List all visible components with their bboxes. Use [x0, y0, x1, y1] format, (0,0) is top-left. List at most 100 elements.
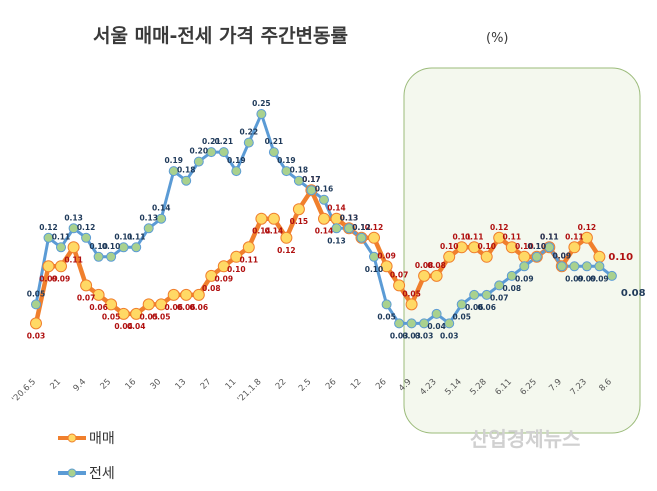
series-jeonse-point — [581, 261, 592, 272]
series-jeonse-point — [456, 299, 467, 310]
series-jeonse-label: 0.03 — [415, 331, 434, 340]
series-jeonse-label: 0.12 — [77, 223, 96, 232]
series-sale-point — [580, 231, 593, 244]
series-jeonse-label: 0.17 — [302, 175, 321, 184]
series-sale-point — [80, 279, 93, 292]
series-jeonse-label: 0.05 — [27, 289, 46, 298]
data-labels-layer: 0.030.090.090.110.070.060.050.040.040.05… — [27, 99, 646, 340]
series-jeonse-point — [93, 251, 104, 262]
series-sale-label: 0.10 — [515, 242, 534, 251]
series-sale-point — [380, 260, 393, 273]
series-sale-point — [142, 298, 155, 311]
series-sale-point — [267, 212, 280, 225]
x-tick-label: 22 — [274, 377, 289, 392]
series-sale-point — [230, 250, 243, 263]
series-jeonse-point — [494, 280, 505, 291]
legend-jeonse-label: 전세 — [89, 466, 115, 482]
series-sale-point — [117, 307, 130, 320]
series-sale-label: 0.10 — [477, 242, 496, 251]
series-sale-line — [33, 187, 602, 326]
x-tick-label: 16 — [124, 377, 139, 392]
series-sale-label: 0.08 — [415, 261, 434, 270]
watermark: 산업경제뉴스 — [470, 427, 580, 451]
series-jeonse-label: 0.03 — [440, 331, 459, 340]
series-jeonse-point — [143, 223, 154, 234]
series-jeonse-label: 0.21 — [202, 137, 221, 146]
series-sale-label: 0.09 — [52, 274, 71, 283]
series-jeonse-label: 0.11 — [52, 232, 71, 241]
series-jeonse-point — [268, 147, 279, 158]
series-jeonse-label: 0.22 — [240, 128, 259, 137]
series-jeonse-point — [544, 242, 555, 253]
series-jeonse-point — [369, 251, 379, 262]
series-sale-label: 0.12 — [277, 246, 296, 255]
series-jeonse-point — [481, 289, 492, 300]
series-sale-label: 0.10 — [440, 242, 459, 251]
series-jeonse-point — [43, 232, 54, 243]
series-sale-label: 0.13 — [340, 213, 359, 222]
series-jeonse-label: 0.10 — [528, 242, 547, 251]
legend-jeonse-marker — [67, 468, 77, 478]
series-sale-label: 0.09 — [215, 274, 234, 283]
series-sale-point — [242, 241, 255, 254]
series-sale-point — [393, 279, 406, 292]
series-jeonse-point — [293, 175, 304, 186]
series-jeonse-point — [594, 261, 605, 272]
series-sale-label: 0.09 — [553, 251, 572, 260]
series-jeonse-label: 0.03 — [402, 331, 421, 340]
series-sale-label: 0.14 — [327, 204, 346, 213]
series-jeonse-point — [168, 166, 179, 177]
series-jeonse-label: 0.21 — [215, 137, 234, 146]
series-jeonse-label: 0.20 — [190, 147, 209, 156]
series-sale-label: 0.12 — [352, 223, 371, 232]
series-jeonse-point — [56, 242, 66, 253]
series-jeonse-point — [506, 270, 517, 281]
series-jeonse-point — [256, 109, 267, 119]
series-jeonse-point — [381, 299, 392, 310]
series-sale-label: 0.03 — [27, 331, 46, 340]
series-sale-label: 0.11 — [503, 232, 522, 241]
series-jeonse-point — [68, 223, 79, 234]
series-jeonse-label: 0.03 — [390, 331, 409, 340]
series-jeonse-point — [606, 270, 617, 281]
series-sale-point — [30, 317, 42, 330]
series-sale-point — [468, 241, 481, 254]
series-jeonse-label: 0.18 — [290, 166, 309, 175]
series-sale-point — [130, 307, 143, 320]
series-jeonse-point — [281, 166, 292, 177]
series-sale-label: 0.07 — [390, 270, 409, 279]
series-jeonse-point — [556, 261, 567, 272]
series-layer — [30, 109, 617, 330]
x-tick-label: '21.1.8 — [236, 377, 264, 405]
series-jeonse-label: 0.21 — [265, 137, 284, 146]
series-sale-label: 0.12 — [365, 223, 384, 232]
series-jeonse-point — [331, 223, 342, 234]
series-sale-label: 0.11 — [240, 255, 259, 264]
series-sale-point — [455, 241, 468, 254]
series-jeonse-point — [231, 166, 242, 177]
series-jeonse-label: 0.11 — [114, 232, 133, 241]
series-sale-label: 0.14 — [315, 227, 334, 236]
series-jeonse-point — [531, 251, 542, 262]
x-tick-label: 2.5 — [297, 377, 314, 394]
series-sale-point — [105, 298, 118, 311]
series-sale-label: 0.05 — [152, 312, 171, 321]
series-sale-label: 0.11 — [565, 232, 584, 241]
series-jeonse-point — [206, 147, 217, 158]
series-sale-label: 0.10 — [227, 265, 246, 274]
series-jeonse-label: 0.11 — [540, 232, 559, 241]
series-jeonse-point — [394, 318, 405, 329]
series-sale-point — [42, 260, 55, 273]
series-jeonse-point — [131, 242, 142, 253]
series-sale-label: 0.15 — [290, 217, 309, 226]
series-sale-point — [67, 241, 80, 254]
series-sale-label: 0.10 — [528, 242, 547, 251]
series-sale-point — [493, 231, 506, 244]
series-sale-point — [368, 231, 380, 244]
series-jeonse-label: 0.07 — [490, 293, 509, 302]
series-jeonse-point — [569, 261, 580, 272]
series-sale-label: 0.05 — [139, 312, 158, 321]
series-jeonse-label: 0.08 — [503, 284, 522, 293]
highlight-region — [403, 67, 641, 434]
series-sale-label: 0.11 — [540, 232, 559, 241]
